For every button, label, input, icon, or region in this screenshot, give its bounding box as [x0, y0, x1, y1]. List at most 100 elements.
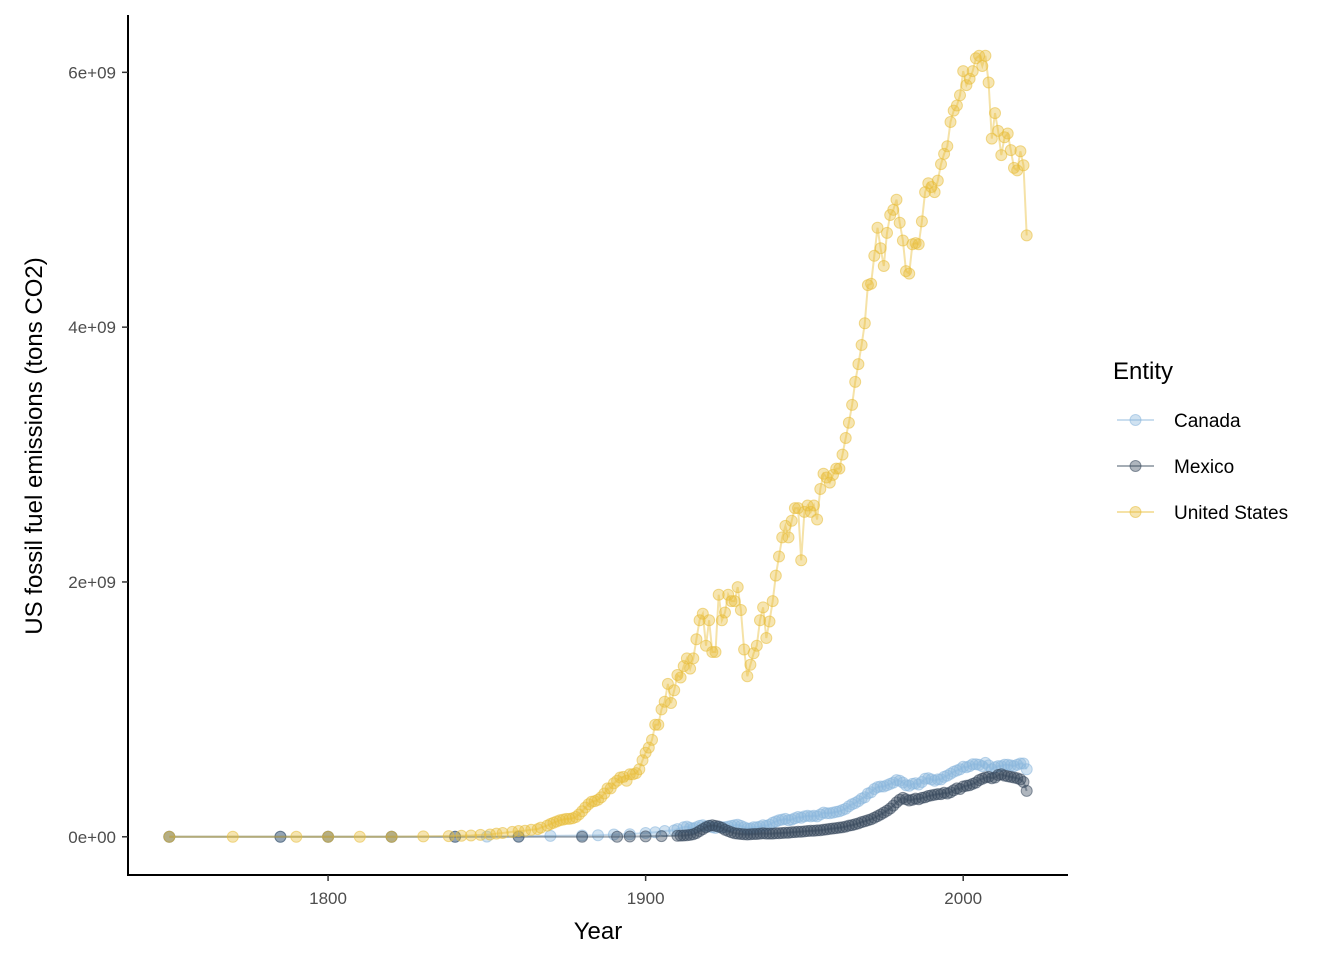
x-axis-title: Year [574, 918, 623, 945]
data-point-united-states [512, 825, 525, 837]
series-layer [163, 49, 1033, 843]
data-point-united-states [842, 416, 855, 429]
data-point-mexico [734, 828, 747, 840]
data-point-united-states [798, 505, 811, 518]
data-point-united-states [766, 595, 779, 608]
data-point-united-states [353, 830, 366, 843]
data-point-united-states [773, 550, 785, 563]
legend: Entity Canada Mexico United States [1113, 358, 1288, 524]
data-point-mexico [773, 827, 785, 840]
data-point-united-states [1020, 229, 1033, 242]
data-point-united-states [839, 432, 852, 444]
data-point-united-states [750, 639, 763, 652]
data-point-mexico [274, 830, 287, 843]
data-point-united-states [490, 827, 503, 840]
data-point-united-states [976, 60, 989, 72]
data-point-united-states [741, 670, 754, 683]
data-point-united-states [985, 132, 998, 145]
data-point-mexico [782, 826, 795, 839]
series-united-states [163, 49, 1033, 843]
data-point-canada [1017, 757, 1030, 770]
data-point-united-states [322, 830, 335, 843]
data-point-united-states [982, 76, 995, 89]
data-point-united-states [757, 601, 770, 614]
data-point-united-states [706, 646, 719, 658]
data-point-united-states [1004, 144, 1017, 157]
data-point-united-states [226, 830, 239, 843]
legend-item-mexico: Mexico [1117, 457, 1234, 478]
series-mexico [163, 768, 1033, 843]
data-point-united-states [674, 671, 687, 684]
data-point-mexico [779, 826, 792, 839]
data-point-united-states [989, 107, 1001, 120]
data-point-mexico [874, 808, 887, 821]
data-point-united-states [754, 614, 766, 627]
legend-key-point [1129, 414, 1142, 426]
data-point-united-states [633, 763, 646, 776]
data-point-united-states [846, 398, 859, 411]
data-point-united-states [677, 660, 690, 673]
data-point-canada [903, 779, 916, 792]
data-point-canada [849, 797, 862, 809]
data-point-united-states [747, 647, 760, 660]
data-point-united-states [646, 733, 658, 746]
data-point-united-states [963, 72, 976, 85]
data-point-united-states [693, 614, 706, 627]
data-point-canada [763, 818, 776, 831]
data-point-mexico [769, 827, 782, 840]
data-point-united-states [868, 249, 881, 262]
data-point-united-states [995, 149, 1008, 162]
data-point-mexico [760, 827, 773, 840]
data-point-mexico [893, 793, 906, 806]
legend-item-canada: Canada [1117, 411, 1241, 432]
data-point-mexico [738, 828, 751, 841]
data-point-united-states [290, 830, 303, 843]
data-point-mexico [693, 825, 706, 837]
data-point-united-states [792, 502, 805, 515]
x-axis-ticks: 1800 1900 2000 [309, 875, 982, 908]
data-point-united-states [731, 581, 744, 594]
data-point-united-states [874, 242, 887, 255]
y-axis-title: US fossil fuel emissions (tons CO2) [21, 257, 48, 634]
data-point-united-states [455, 829, 468, 842]
data-point-united-states [734, 604, 747, 616]
data-point-mexico [744, 828, 757, 841]
data-point-united-states [931, 174, 944, 187]
data-point-mexico [763, 827, 776, 840]
data-point-united-states [830, 462, 843, 475]
data-point-united-states [617, 770, 630, 783]
data-point-mexico [785, 826, 798, 839]
data-point-united-states [417, 830, 430, 843]
data-point-united-states [782, 531, 795, 544]
y-tick-label: 4e+09 [68, 318, 116, 337]
data-point-mexico [801, 825, 814, 837]
data-point-canada [842, 800, 855, 813]
data-point-mexico [766, 827, 779, 840]
data-point-mexico [741, 828, 754, 841]
data-point-united-states [687, 652, 700, 665]
data-point-united-states [1017, 159, 1030, 172]
x-tick-label: 2000 [944, 889, 982, 908]
data-point-united-states [385, 830, 398, 843]
data-point-united-states [877, 260, 890, 272]
legend-key-point [1129, 460, 1142, 472]
data-point-mexico [1020, 784, 1033, 797]
data-point-united-states [769, 569, 782, 582]
data-point-united-states [1014, 145, 1027, 158]
y-tick-label: 2e+09 [68, 573, 116, 592]
data-point-united-states [725, 595, 738, 608]
data-point-united-states [979, 49, 992, 62]
y-tick-label: 6e+09 [68, 63, 116, 82]
data-point-united-states [163, 830, 176, 843]
data-point-united-states [649, 718, 662, 731]
data-point-united-states [903, 267, 916, 280]
data-point-mexico [731, 827, 744, 840]
data-point-united-states [744, 658, 757, 671]
data-point-united-states [642, 741, 655, 754]
data-point-mexico [674, 829, 687, 842]
x-tick-label: 1900 [627, 889, 665, 908]
data-point-united-states [709, 646, 722, 658]
data-point-united-states [804, 505, 817, 518]
data-point-united-states [715, 614, 728, 627]
